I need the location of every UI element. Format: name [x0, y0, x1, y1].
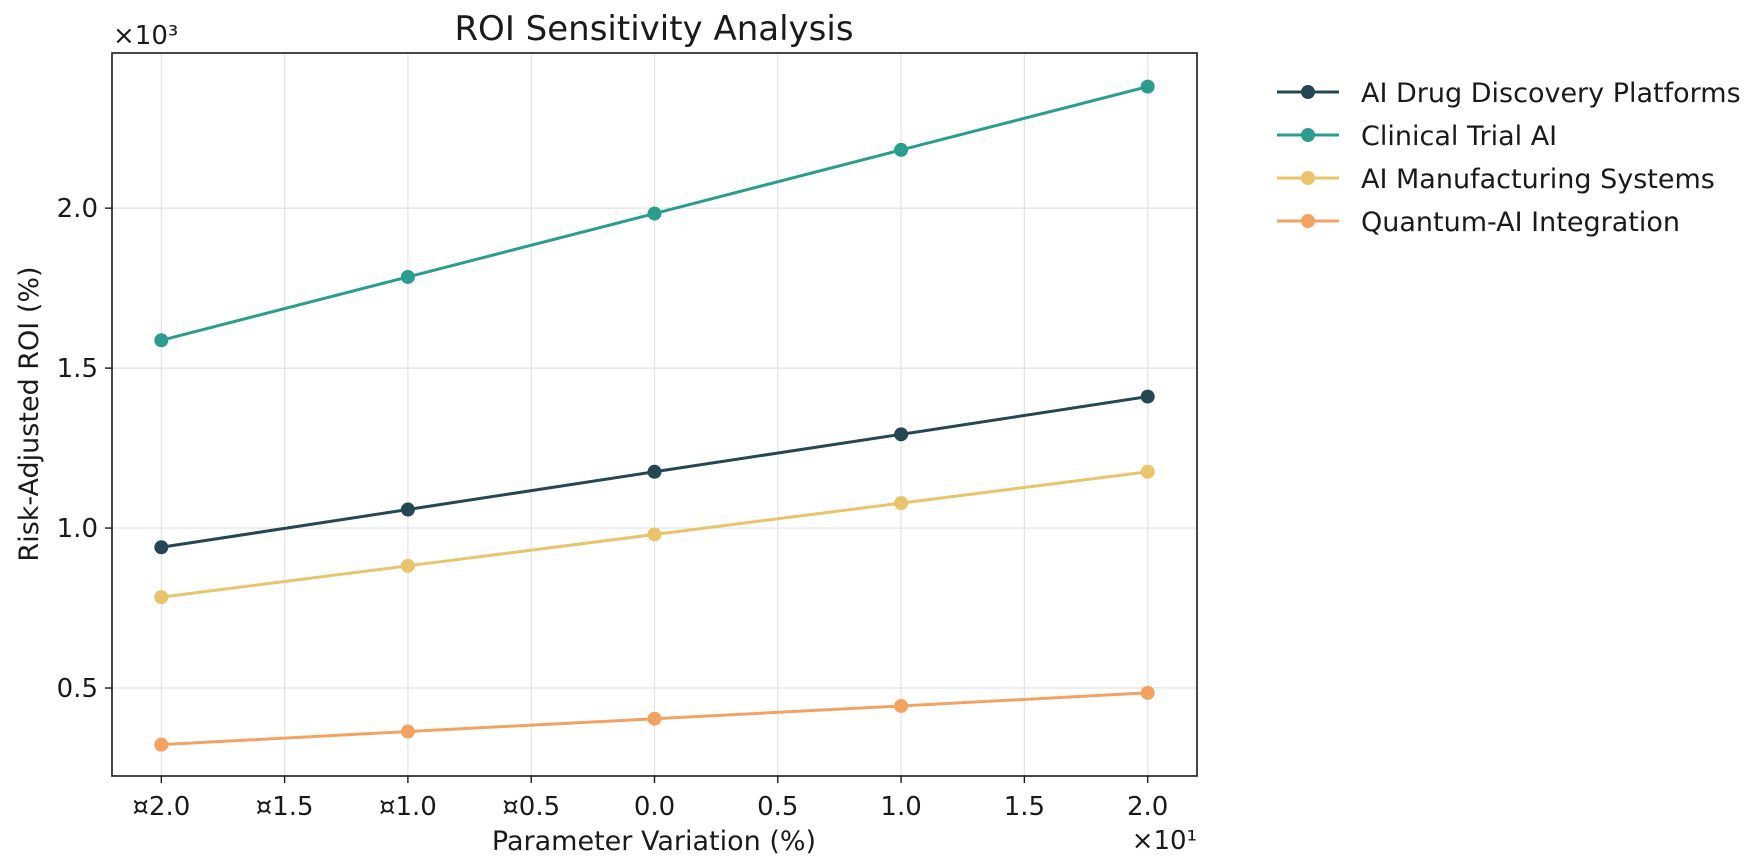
data-point — [894, 427, 909, 442]
x-axis-multiplier: ×10¹ — [1132, 826, 1197, 856]
legend-item: Quantum-AI Integration — [1277, 207, 1680, 238]
data-point — [400, 269, 415, 284]
data-point — [154, 540, 169, 555]
data-point — [154, 333, 169, 348]
data-point — [894, 496, 909, 511]
x-tick-label: ¤2.0 — [132, 792, 190, 822]
legend-label: AI Manufacturing Systems — [1361, 164, 1715, 195]
x-axis-ticks: ¤2.0 ¤1.5 ¤1.0 ¤0.5 0.0 0.5 1.0 1.5 2.0 — [132, 776, 1168, 822]
series-3 — [154, 685, 1155, 752]
x-tick-label: 2.0 — [1127, 792, 1168, 822]
legend-label: Quantum-AI Integration — [1361, 207, 1680, 238]
data-point — [647, 527, 662, 542]
data-point — [1140, 79, 1155, 94]
data-point — [1140, 464, 1155, 479]
x-tick-label: 0.0 — [634, 792, 675, 822]
legend-label: Clinical Trial AI — [1361, 121, 1557, 152]
data-point — [1140, 389, 1155, 404]
data-point — [647, 464, 662, 479]
chart-title: ROI Sensitivity Analysis — [454, 9, 853, 49]
y-tick-label: 2.0 — [57, 194, 98, 224]
legend-item: AI Drug Discovery Platforms — [1277, 78, 1741, 109]
data-point — [647, 206, 662, 221]
data-point — [894, 142, 909, 157]
legend-swatch-marker — [1301, 171, 1315, 185]
data-point — [154, 590, 169, 605]
data-point — [400, 502, 415, 517]
legend-item: AI Manufacturing Systems — [1277, 164, 1715, 195]
data-point — [894, 698, 909, 713]
y-tick-label: 0.5 — [57, 674, 98, 704]
data-point — [400, 724, 415, 739]
data-point — [154, 737, 169, 752]
legend-item: Clinical Trial AI — [1277, 121, 1557, 152]
x-tick-label: ¤1.5 — [256, 792, 314, 822]
legend-swatch-marker — [1301, 85, 1315, 99]
x-tick-label: ¤0.5 — [502, 792, 560, 822]
series-2 — [154, 464, 1155, 605]
data-point — [400, 558, 415, 573]
x-tick-label: 1.0 — [880, 792, 921, 822]
y-tick-label: 1.5 — [57, 354, 98, 384]
series-layer — [154, 79, 1155, 752]
series-1 — [154, 79, 1155, 348]
x-axis-label: Parameter Variation (%) — [492, 826, 816, 857]
y-axis-ticks: 0.5 1.0 1.5 2.0 — [57, 194, 112, 704]
y-axis-multiplier: ×10³ — [113, 21, 178, 51]
x-tick-label: ¤1.0 — [379, 792, 437, 822]
y-axis-label: Risk-Adjusted ROI (%) — [14, 266, 45, 561]
data-point — [1140, 685, 1155, 700]
y-tick-label: 1.0 — [57, 514, 98, 544]
data-point — [647, 711, 662, 726]
x-tick-label: 0.5 — [757, 792, 798, 822]
legend-swatch-marker — [1301, 128, 1315, 142]
legend-swatch-marker — [1301, 214, 1315, 228]
x-tick-label: 1.5 — [1004, 792, 1045, 822]
legend: AI Drug Discovery Platforms Clinical Tria… — [1277, 78, 1741, 238]
series-0 — [154, 389, 1155, 555]
legend-label: AI Drug Discovery Platforms — [1361, 78, 1741, 109]
